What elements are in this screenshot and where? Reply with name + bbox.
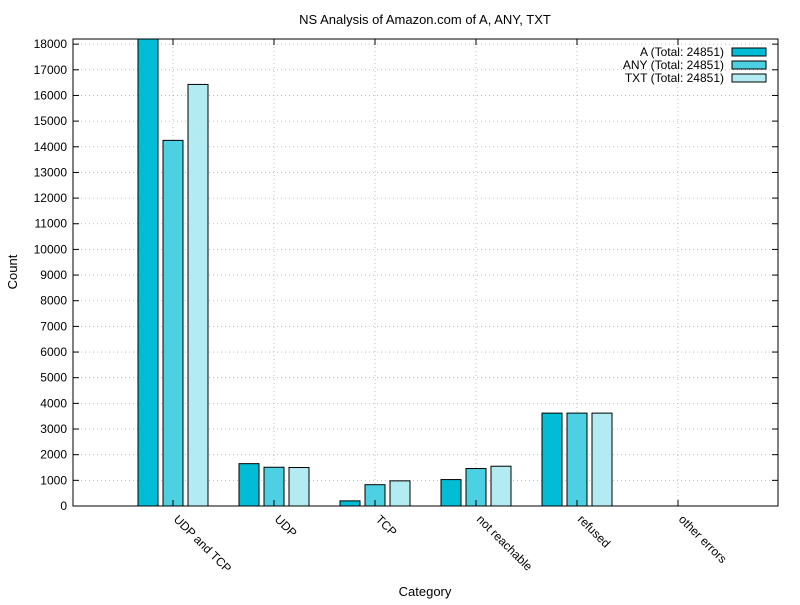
y-tick-label: 7000 (40, 319, 67, 333)
plot-frame (72, 38, 779, 507)
y-tick-label: 11000 (35, 217, 68, 231)
bar-txt (288, 467, 310, 507)
y-tick-label: 6000 (40, 345, 67, 359)
bar-a (339, 500, 361, 507)
y-tick-label: 12000 (34, 191, 68, 205)
y-tick-label: 1000 (40, 473, 67, 487)
y-tick-label: 15000 (34, 114, 68, 128)
bar-a (440, 479, 462, 507)
bars (137, 38, 613, 507)
x-axis-label: Category (399, 584, 452, 599)
bar-txt (591, 412, 613, 507)
x-tick-label: UDP (272, 512, 300, 540)
y-tick-label: 4000 (40, 396, 67, 410)
x-tick-label: refused (575, 512, 613, 550)
bar-txt (490, 465, 512, 507)
y-tick-label: 0 (60, 499, 67, 513)
bar-txt (187, 83, 209, 507)
y-tick-label: 13000 (34, 165, 68, 179)
y-tick-label: 2000 (40, 448, 67, 462)
y-tick-label: 5000 (40, 371, 67, 385)
y-axis: 0 1000 2000 3000 4000 5000 6000 7000 8000 9000 100… (34, 37, 778, 513)
legend-swatch (731, 47, 767, 57)
bar-txt (389, 480, 411, 507)
y-tick-label: 10000 (34, 242, 68, 256)
x-tick-label: UDP and TCP (171, 512, 234, 575)
grid-lines (73, 39, 778, 506)
legend-swatch (731, 60, 767, 70)
legend: A (Total: 24851)ANY (Total: 24851)TXT (T… (623, 45, 767, 85)
y-tick-label: 18000 (34, 37, 68, 51)
chart-title: NS Analysis of Amazon.com of A, ANY, TXT (299, 12, 551, 27)
x-tick-label: TCP (373, 512, 400, 539)
y-tick-label: 16000 (34, 88, 68, 102)
bar-a (541, 412, 563, 507)
y-tick-label: 17000 (34, 63, 68, 77)
y-axis-label: Count (5, 254, 20, 289)
bar-a (238, 463, 260, 507)
legend-label: TXT (Total: 24851) (625, 71, 724, 85)
y-tick-label: 8000 (40, 294, 67, 308)
x-tick-label: not reachable (474, 512, 536, 574)
y-tick-label: 14000 (34, 140, 68, 154)
legend-label: ANY (Total: 24851) (623, 58, 724, 72)
bar-any (566, 412, 588, 507)
legend-label: A (Total: 24851) (640, 45, 724, 59)
bar-any (162, 139, 184, 507)
y-tick-label: 3000 (40, 422, 67, 436)
x-tick-label: other errors (676, 512, 730, 566)
y-tick-label: 9000 (40, 268, 67, 282)
bar-a (137, 38, 159, 507)
legend-swatch (731, 73, 767, 83)
